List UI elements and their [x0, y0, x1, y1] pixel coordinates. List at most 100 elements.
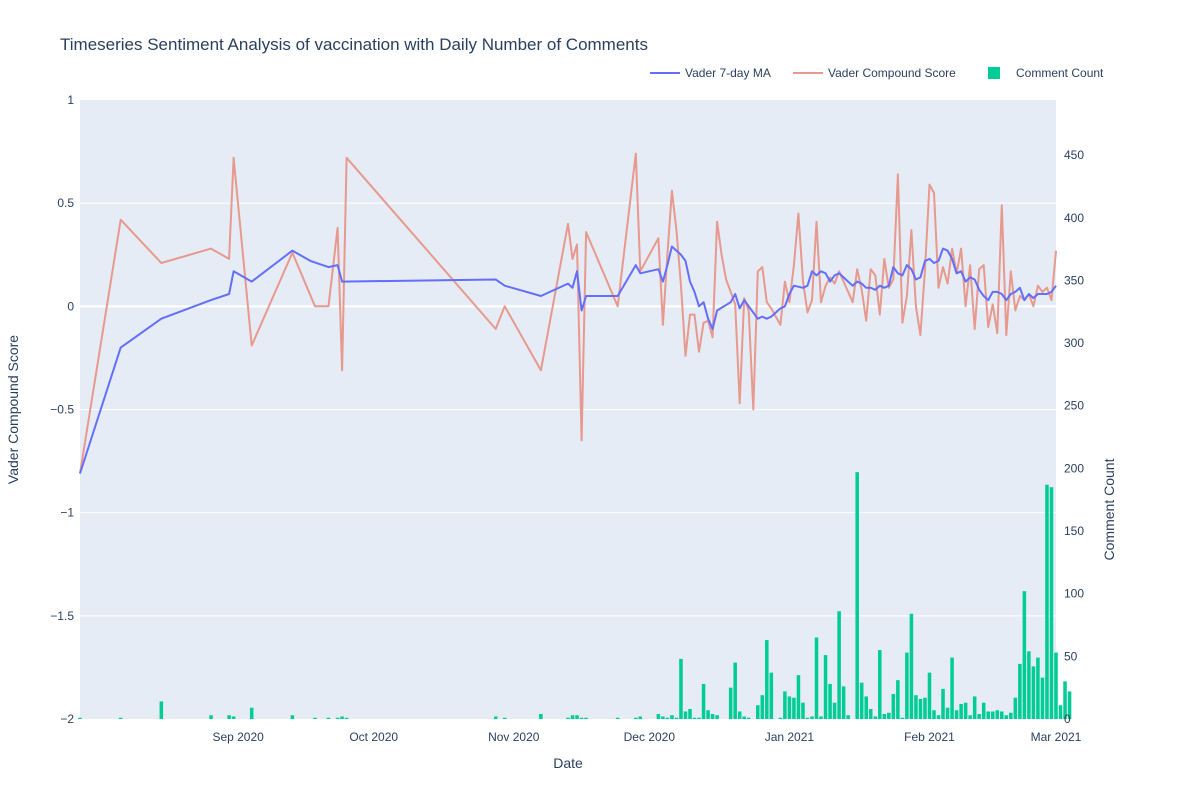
bar-comment-count: [1054, 652, 1058, 719]
bar-comment-count: [882, 713, 887, 719]
bar-comment-count: [742, 716, 746, 719]
bar-comment-count: [737, 711, 742, 719]
y2-tick-label: 150: [1064, 524, 1084, 538]
y2-tick-label: 450: [1064, 148, 1084, 162]
x-tick-label: Mar 2021: [1031, 730, 1082, 744]
bar-comment-count: [679, 658, 683, 719]
bar-comment-count: [891, 693, 896, 719]
bar-comment-count: [1000, 711, 1004, 719]
bar-comment-count: [706, 710, 710, 719]
bar-comment-count: [783, 691, 787, 719]
bar-comment-count: [977, 713, 981, 719]
bar-comment-count: [941, 688, 945, 719]
bar-comment-count: [670, 715, 674, 719]
bar-comment-count: [1018, 663, 1022, 719]
bar-comment-count: [887, 712, 891, 719]
bar-comment-count: [539, 713, 543, 719]
bar-comment-count: [1022, 591, 1027, 719]
y-tick-label: 0: [67, 299, 74, 313]
bar-comment-count: [900, 717, 905, 719]
bar-comment-count: [995, 710, 1000, 719]
bar-comment-count: [981, 702, 986, 719]
bar-comment-count: [841, 686, 846, 719]
bar-comment-count: [344, 717, 349, 719]
y2-axis-ticks: 450 400 350 300 250 200 150 100 50 0: [1064, 148, 1084, 726]
bar-comment-count: [972, 696, 977, 719]
bar-comment-count: [959, 703, 963, 719]
bar-comment-count: [701, 683, 706, 719]
bar-comment-count: [756, 705, 760, 719]
bar-comment-count: [313, 717, 317, 719]
y2-tick-label: 0: [1064, 712, 1071, 726]
bar-comment-count: [615, 717, 620, 719]
y-axis-title: Vader Compound Score: [5, 335, 21, 484]
y-tick-label: 1: [67, 93, 74, 107]
bar-comment-count: [579, 717, 584, 719]
bar-comment-count: [828, 683, 832, 719]
y-tick-label: −0.5: [50, 403, 74, 417]
bar-comment-count: [796, 675, 801, 719]
chart-title: Timeseries Sentiment Analysis of vaccina…: [60, 35, 648, 54]
bar-comment-count: [674, 717, 679, 719]
line-vader-7-day-ma: [79, 245, 1057, 474]
bar-comment-count: [1067, 691, 1072, 719]
bar-comment-count: [873, 716, 878, 719]
y-axis-ticks: 1 0.5 0 −0.5 −1 −1.5 −2: [50, 93, 74, 726]
legend[interactable]: Vader 7-day MA Vader Compound Score Commen…: [650, 66, 1104, 80]
bar-comment-count: [864, 696, 868, 719]
line-vader-compound-score: [79, 152, 1057, 474]
bar-comment-count: [697, 717, 701, 719]
bar-comment-count: [1013, 697, 1018, 719]
bar-comment-count: [986, 711, 990, 719]
y-tick-label: −1.5: [50, 609, 74, 623]
bar-comment-count: [936, 715, 941, 719]
bar-comment-count: [715, 715, 719, 719]
bar-comment-count: [118, 717, 123, 719]
bar-comment-count: [927, 672, 932, 719]
y2-tick-label: 200: [1064, 461, 1084, 475]
y-tick-label: 0.5: [57, 196, 74, 210]
bar-comment-count: [859, 682, 864, 719]
bar-comment-count: [968, 715, 972, 719]
y-tick-label: −1: [60, 506, 74, 520]
y2-tick-label: 400: [1064, 211, 1084, 225]
bar-comment-count: [950, 657, 954, 719]
bar-comment-count: [819, 716, 823, 719]
bar-comment-count: [733, 662, 737, 719]
bar-comment-count: [954, 710, 959, 719]
bar-comment-count: [570, 715, 575, 719]
bar-comment-count: [868, 708, 873, 719]
bar-comment-count: [683, 711, 688, 719]
bar-comment-count: [638, 716, 643, 719]
bar-comment-count: [688, 708, 692, 719]
bar-comment-count: [231, 716, 236, 719]
bar-comment-count: [575, 715, 579, 719]
bar-comment-count: [1027, 651, 1031, 719]
bar-comment-count: [823, 655, 828, 719]
bar-comment-count: [760, 695, 765, 719]
x-axis-title: Date: [553, 755, 583, 771]
bar-comment-count: [932, 710, 936, 719]
bar-comment-count: [493, 716, 498, 719]
bar-comment-count: [710, 713, 715, 719]
bar-comment-count: [832, 702, 837, 719]
bar-comment-count: [1031, 666, 1036, 719]
x-tick-label: Nov 2020: [488, 730, 540, 744]
legend-label: Comment Count: [1016, 66, 1104, 80]
bar-comment-count: [810, 716, 814, 719]
x-tick-label: Sep 2020: [212, 730, 264, 744]
bar-comment-count: [909, 613, 914, 719]
bar-comment-count: [1036, 657, 1040, 719]
bar-comment-count: [326, 717, 331, 719]
bar-comment-count: [878, 650, 882, 719]
bar-comment-count: [746, 717, 751, 719]
bar-comment-count: [209, 715, 213, 719]
bar-comment-count: [1058, 705, 1063, 719]
bar-comment-count: [905, 652, 909, 719]
bar-comment-count: [665, 717, 670, 719]
bar-comment-count: [656, 713, 661, 719]
comment-count-bars: [78, 472, 1072, 719]
bar-comment-count: [837, 611, 841, 719]
bar-comment-count: [855, 472, 859, 719]
legend-label: Vader Compound Score: [828, 66, 956, 80]
